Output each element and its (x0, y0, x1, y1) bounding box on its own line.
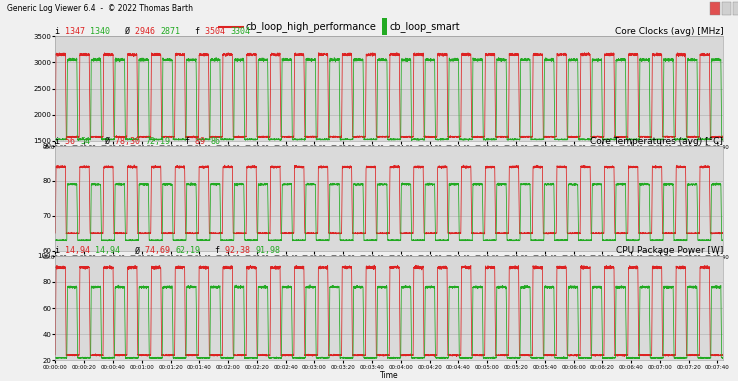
Text: Core Temperatures (avg) [°C]: Core Temperatures (avg) [°C] (590, 137, 723, 146)
X-axis label: Time: Time (380, 261, 399, 270)
Bar (382, 18, 387, 35)
Text: 2946: 2946 (135, 27, 160, 36)
Text: cb_loop_high_performance: cb_loop_high_performance (246, 21, 376, 32)
Text: 92,38: 92,38 (225, 247, 255, 255)
Text: 3504: 3504 (205, 27, 230, 36)
Text: 56: 56 (66, 137, 80, 146)
Text: CPU Package Power [W]: CPU Package Power [W] (616, 247, 723, 255)
Text: 3304: 3304 (230, 27, 250, 36)
Text: 78,30: 78,30 (115, 137, 145, 146)
Text: 72,19: 72,19 (145, 137, 170, 146)
X-axis label: Time: Time (380, 371, 399, 380)
Text: 1340: 1340 (90, 27, 111, 36)
Text: Ø: Ø (90, 137, 115, 146)
Text: Generic Log Viewer 6.4  -  © 2022 Thomas Barth: Generic Log Viewer 6.4 - © 2022 Thomas B… (7, 4, 193, 13)
Text: 14,94: 14,94 (66, 247, 95, 255)
Text: f: f (200, 247, 225, 255)
Text: 91,98: 91,98 (255, 247, 280, 255)
Text: 1347: 1347 (66, 27, 90, 36)
Text: 74,69: 74,69 (145, 247, 176, 255)
Text: f: f (170, 137, 196, 146)
Text: 54: 54 (80, 137, 90, 146)
Bar (55, 146, 723, 181)
Text: i: i (55, 137, 66, 146)
Text: i: i (55, 247, 66, 255)
Bar (722, 2, 731, 16)
Text: Ø: Ø (111, 27, 135, 36)
Text: Ø: Ø (120, 247, 145, 255)
Bar (55, 115, 723, 141)
Text: Core Clocks (avg) [MHz]: Core Clocks (avg) [MHz] (615, 27, 723, 36)
Bar (710, 2, 720, 16)
Bar (55, 216, 723, 251)
Text: i: i (55, 27, 66, 36)
Text: 62,19: 62,19 (176, 247, 200, 255)
Bar (55, 62, 723, 88)
Text: 86: 86 (210, 137, 221, 146)
Bar (733, 2, 738, 16)
Text: f: f (180, 27, 205, 36)
Text: 2871: 2871 (160, 27, 180, 36)
Bar (55, 334, 723, 360)
Text: cb_loop_smart: cb_loop_smart (390, 21, 461, 32)
X-axis label: Time: Time (380, 152, 399, 160)
Text: 89: 89 (196, 137, 210, 146)
Text: 14,94: 14,94 (95, 247, 120, 255)
Bar (55, 282, 723, 308)
